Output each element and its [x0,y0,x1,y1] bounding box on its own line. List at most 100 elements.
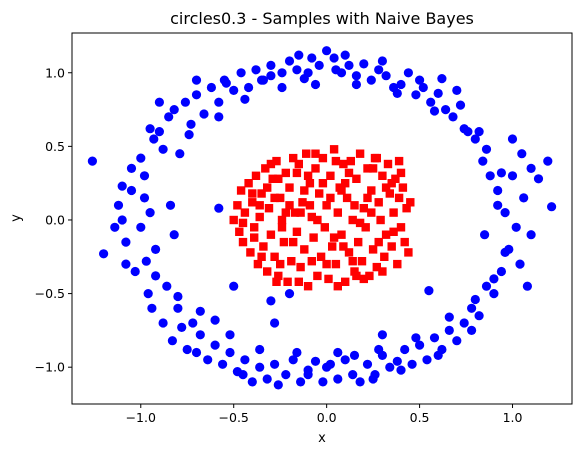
data-point [210,315,220,325]
data-point [272,277,281,286]
data-point [349,350,360,360]
data-point [303,68,313,78]
data-point [270,318,280,328]
data-point [283,277,292,286]
data-point [411,90,421,100]
data-point [392,88,402,98]
data-point [154,127,164,137]
data-point [377,330,387,340]
data-point [270,193,279,203]
data-point [493,200,503,210]
data-point [316,252,326,261]
data-point [126,185,137,196]
data-point [372,262,381,272]
data-point [396,365,406,375]
data-point [250,233,259,242]
data-point [281,370,291,380]
data-point [507,171,518,181]
data-point [363,164,372,173]
data-point [240,355,250,365]
data-point [378,171,387,180]
data-point [292,347,302,358]
data-point [381,230,391,239]
data-point [255,212,264,222]
data-point [385,189,394,198]
data-point [351,79,361,90]
data-point [253,259,263,269]
data-point [158,318,168,328]
data-point [310,79,321,90]
data-point [251,171,261,180]
data-point [188,318,198,328]
data-point [333,374,343,384]
x-axis-ticks: −1.0 −0.5 0.0 0.5 1.0 [126,404,523,425]
data-point [244,179,253,188]
data-point [522,281,533,291]
data-point [175,149,185,159]
y-axis-label: y [9,214,24,222]
data-point [240,94,250,104]
data-point [248,189,257,198]
data-point [141,256,151,266]
data-point [235,227,244,236]
data-point [320,223,329,232]
data-point [452,85,462,95]
data-point [322,201,331,210]
data-point [180,97,190,107]
data-point [169,230,179,240]
data-point [352,271,361,281]
data-point [444,312,454,322]
data-point [274,271,283,281]
data-point [164,112,174,122]
data-point [225,347,235,358]
data-point [272,156,281,166]
data-point [337,230,346,239]
data-point [184,130,194,140]
data-point [341,179,350,188]
data-point [404,248,413,257]
data-point [374,237,383,247]
data-point [393,259,402,269]
data-point [151,244,161,254]
data-point [365,271,374,281]
data-point [314,60,324,70]
data-point [149,134,159,144]
data-point [381,183,391,192]
data-point [289,237,298,247]
data-point [357,257,367,266]
data-point [362,359,373,369]
data-point [117,215,127,225]
data-point [110,222,120,232]
data-point [313,215,322,225]
data-point [324,274,333,284]
x-tick-label: 1.0 [503,410,523,425]
data-point [515,259,525,269]
data-point [381,71,391,81]
data-point [429,106,440,116]
data-point [277,215,287,225]
data-point [277,82,287,93]
data-point [489,289,499,299]
data-point [266,71,276,81]
data-point [251,65,261,75]
data-point [292,227,302,236]
data-point [229,85,239,95]
data-point [329,233,339,242]
data-point [236,68,246,78]
data-point [143,289,153,299]
data-point [277,68,287,78]
data-point [359,274,368,284]
data-point [380,252,389,261]
data-point [87,156,97,166]
data-point [331,65,341,75]
data-point [331,259,341,269]
data-point [257,75,267,85]
data-point [415,340,425,350]
data-point [377,56,387,66]
data-point [287,257,296,266]
data-point [429,333,440,343]
data-point [182,344,192,355]
data-point [470,134,480,144]
chart-title: circles0.3 - Samples with Naive Bayes [170,9,474,28]
data-point [355,377,365,387]
